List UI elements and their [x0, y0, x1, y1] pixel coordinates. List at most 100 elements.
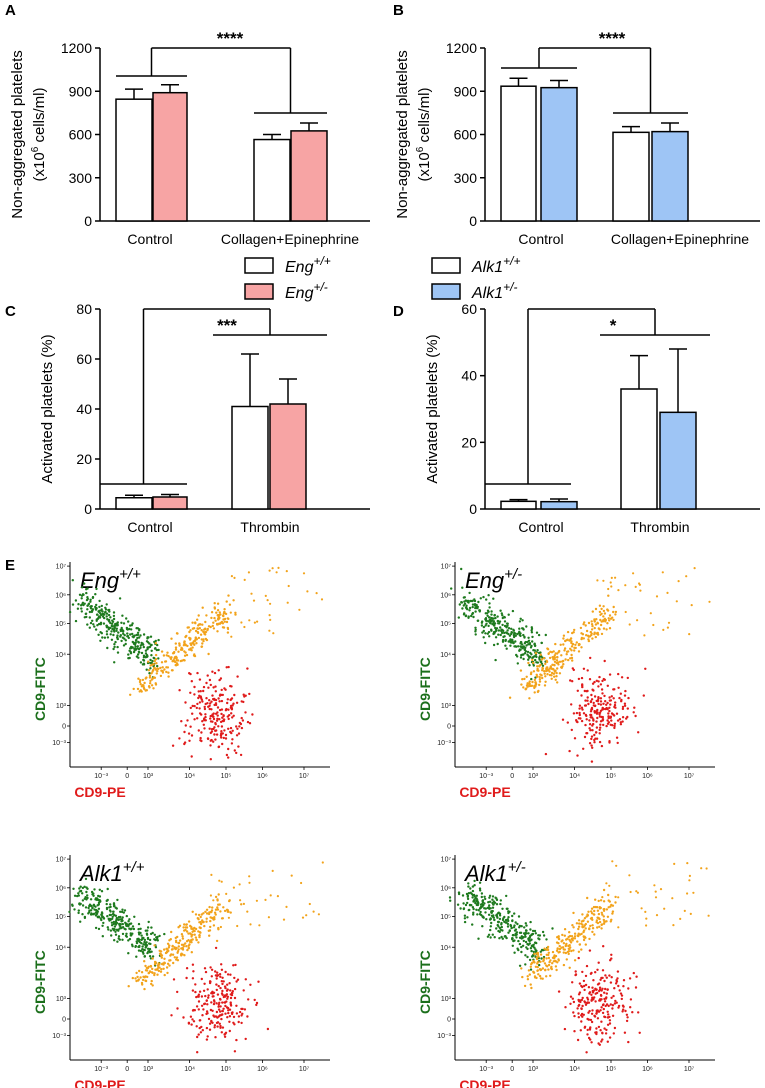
- flow-event-red: [232, 1021, 235, 1024]
- flow-event-red: [612, 1032, 615, 1035]
- flow-event-red: [608, 1022, 612, 1025]
- flow-event-red: [591, 682, 595, 685]
- flow-event-orange: [195, 938, 198, 942]
- flow-event-orange: [546, 947, 549, 951]
- flow-event-red: [189, 725, 192, 728]
- flow-event-green: [498, 926, 502, 930]
- flow-event-orange: [573, 649, 576, 652]
- flow-event-green: [488, 606, 491, 609]
- y-tick-label: 0: [84, 501, 92, 517]
- flow-event-orange: [540, 658, 544, 661]
- flow-event-red: [227, 747, 230, 751]
- flow-event-green: [489, 936, 492, 939]
- flow-event-green: [115, 624, 118, 627]
- flow-event-orange: [549, 959, 552, 962]
- flow-event-red: [601, 715, 604, 719]
- flow-event-orange: [577, 925, 581, 928]
- flow-event-green: [103, 636, 107, 639]
- flow-event-green: [457, 616, 460, 619]
- flow-event-orange: [214, 619, 217, 622]
- flow-event-green: [136, 647, 139, 650]
- flow-event-red: [210, 975, 213, 978]
- flow-event-green: [518, 936, 522, 939]
- flow-event-red: [212, 686, 215, 689]
- flow-event-green: [94, 905, 97, 908]
- flow-event-orange: [201, 642, 204, 645]
- flow-event-red: [597, 982, 601, 985]
- flow-event-orange: [220, 620, 224, 624]
- flow-event-red: [237, 1015, 241, 1018]
- flow-event-green: [95, 603, 98, 607]
- flow-event-orange: [227, 594, 230, 597]
- flow-event-orange: [232, 599, 235, 602]
- flow-event-red: [197, 1008, 200, 1011]
- flow-event-red: [599, 1009, 602, 1012]
- flow-event-orange: [159, 674, 163, 678]
- flow-event-orange: [215, 622, 219, 626]
- flow-event-orange: [557, 663, 560, 666]
- flow-event-orange: [151, 971, 154, 974]
- flow-event-orange: [151, 957, 154, 960]
- flow-event-red: [577, 1000, 581, 1003]
- flow-event-red: [235, 1012, 239, 1015]
- flow-event-green: [115, 928, 119, 931]
- flow-event-orange: [577, 650, 581, 653]
- flow-event-red: [202, 989, 206, 992]
- flow-event-red: [595, 1031, 598, 1034]
- flow-event-orange: [180, 943, 184, 946]
- flow-event-orange: [606, 622, 609, 625]
- flow-event-orange: [567, 935, 570, 939]
- flow-event-green: [105, 630, 109, 633]
- flow-event-red: [212, 995, 215, 998]
- flow-event-red: [606, 1023, 610, 1026]
- flow-event-red: [609, 981, 613, 984]
- flow-event-orange: [614, 901, 617, 904]
- flow-event-orange: [160, 968, 163, 971]
- flow-event-green: [147, 646, 150, 649]
- flow-event-orange: [239, 899, 242, 902]
- flow-event-orange: [300, 881, 303, 885]
- flow-event-green: [89, 904, 93, 908]
- flow-event-orange: [545, 975, 548, 978]
- flow-event-green: [96, 904, 99, 907]
- flow-event-red: [210, 738, 213, 742]
- flow-event-green: [124, 642, 127, 646]
- flow-event-red: [610, 976, 613, 979]
- flow-event-red: [200, 713, 203, 716]
- flow-event-orange: [555, 941, 559, 944]
- flow-event-red: [189, 706, 192, 710]
- flow-event-red: [580, 676, 584, 680]
- flow-event-green: [519, 931, 523, 934]
- flow-event-green: [135, 940, 138, 943]
- bar: [290, 130, 328, 222]
- flow-event-orange: [561, 665, 564, 668]
- flow-event-orange: [210, 611, 214, 614]
- flow-event-red: [233, 1050, 237, 1053]
- flow-event-orange: [168, 944, 171, 947]
- flow-event-green: [466, 916, 469, 919]
- flow-event-green: [132, 642, 136, 645]
- flow-event-green: [480, 895, 483, 899]
- flow-event-red: [642, 694, 645, 697]
- flow-event-orange: [672, 924, 675, 927]
- flow-event-green: [507, 613, 510, 616]
- flow-event-red: [619, 992, 623, 995]
- flow-event-red: [592, 689, 595, 692]
- flow-event-orange: [528, 697, 531, 700]
- flow-event-red: [215, 988, 218, 992]
- flow-event-orange: [686, 862, 689, 865]
- flow-y-tick-label: 10⁷: [56, 857, 67, 864]
- flow-event-orange: [653, 884, 656, 887]
- flow-x-tick-label: 0: [510, 1066, 514, 1073]
- flow-event-green: [127, 952, 130, 955]
- flow-event-orange: [185, 940, 189, 943]
- flow-event-red: [621, 707, 625, 711]
- flow-event-green: [111, 625, 114, 628]
- flow-event-green: [78, 887, 81, 890]
- flow-event-red: [228, 1029, 231, 1033]
- flow-event-red: [586, 689, 589, 693]
- flow-event-green: [119, 910, 122, 913]
- flow-event-green: [133, 915, 136, 918]
- flow-event-orange: [213, 607, 217, 610]
- flow-event-orange: [608, 619, 611, 622]
